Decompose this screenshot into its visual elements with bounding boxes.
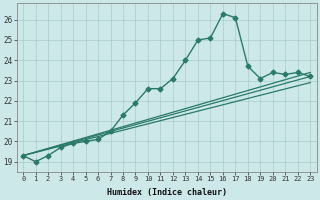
X-axis label: Humidex (Indice chaleur): Humidex (Indice chaleur)	[107, 188, 227, 197]
